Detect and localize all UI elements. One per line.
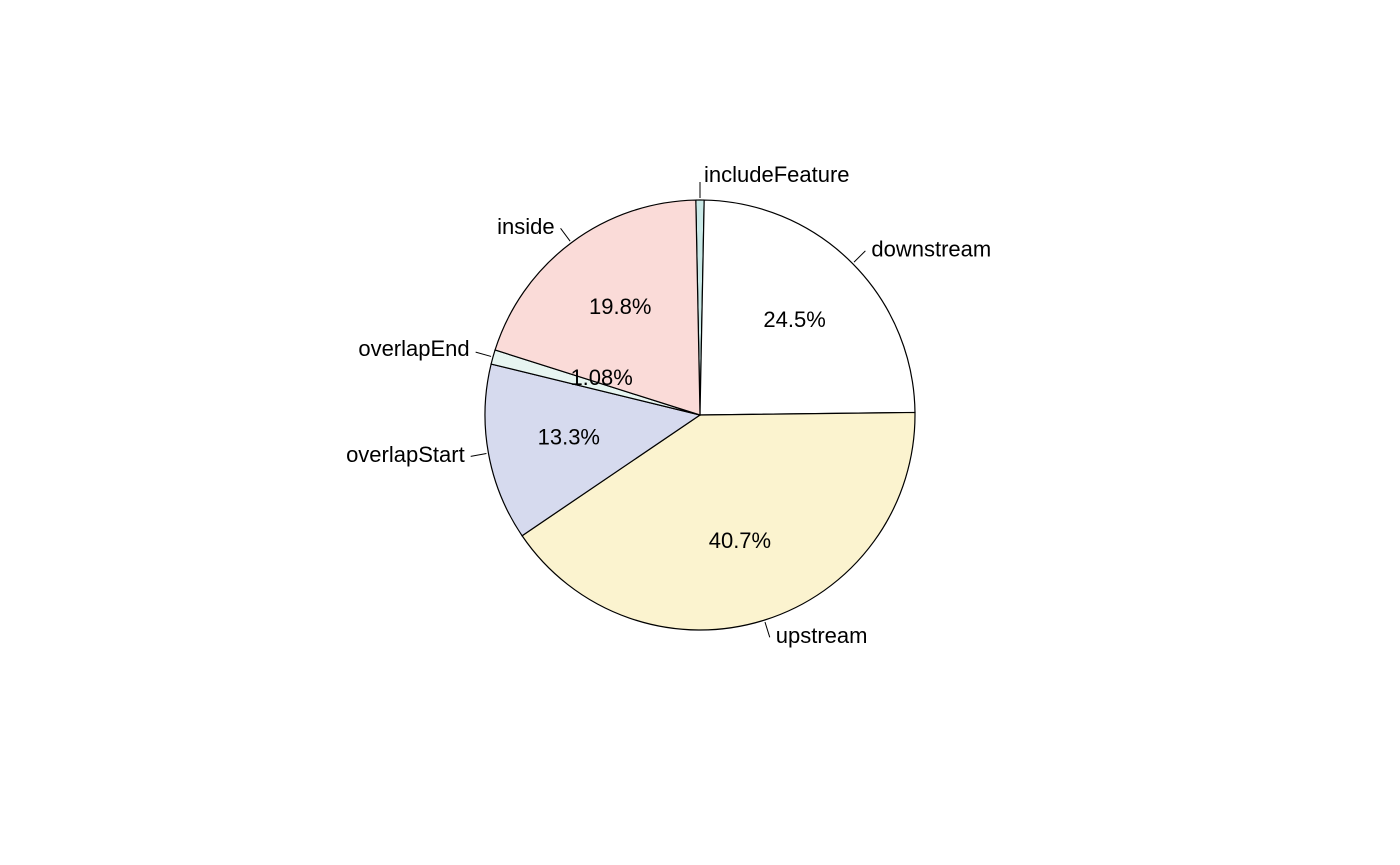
- pct-label-overlapEnd: 1.08%: [570, 365, 632, 390]
- name-label-overlapStart: overlapStart: [346, 442, 465, 467]
- name-label-upstream: upstream: [776, 623, 868, 648]
- name-label-overlapEnd: overlapEnd: [358, 336, 469, 361]
- leader-downstream: [854, 251, 865, 262]
- pie-slices: [485, 200, 915, 630]
- pct-label-overlapStart: 13.3%: [538, 424, 600, 449]
- name-label-inside: inside: [497, 214, 554, 239]
- pie-chart: includeFeature 24.5% downstream 40.7% upstre…: [0, 0, 1400, 865]
- leader-overlapStart: [471, 454, 487, 457]
- pct-label-downstream: 24.5%: [763, 307, 825, 332]
- pct-label-inside: 19.8%: [589, 294, 651, 319]
- leader-overlapEnd: [476, 352, 491, 356]
- leader-inside: [561, 228, 571, 241]
- pct-label-upstream: 40.7%: [709, 528, 771, 553]
- name-label-includeFeature: includeFeature: [704, 162, 850, 187]
- leader-upstream: [765, 622, 770, 637]
- name-label-downstream: downstream: [871, 237, 991, 262]
